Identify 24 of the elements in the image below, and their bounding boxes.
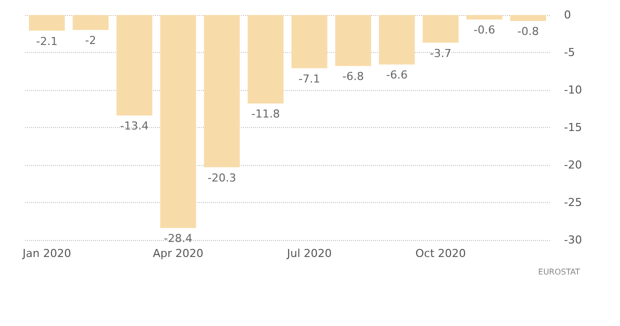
y-tick-label: -10 bbox=[564, 84, 582, 96]
y-tick-label: -5 bbox=[564, 46, 575, 59]
y-tick-label: 0 bbox=[564, 8, 571, 22]
data-label: -7.1 bbox=[298, 72, 320, 86]
x-tick-label: Jan 2020 bbox=[22, 247, 72, 260]
x-tick-label: Oct 2020 bbox=[415, 247, 466, 260]
data-label: -11.8 bbox=[251, 108, 280, 120]
data-label: -28.4 bbox=[164, 232, 192, 245]
x-tick-label: Jul 2020 bbox=[286, 247, 332, 260]
y-tick-label: -25 bbox=[564, 196, 582, 209]
data-label: -6.8 bbox=[342, 70, 364, 83]
data-label: -2.1 bbox=[36, 34, 58, 48]
data-label: -13.4 bbox=[120, 120, 149, 132]
y-tick-label: -20 bbox=[564, 158, 582, 172]
data-label: -2 bbox=[85, 34, 96, 47]
data-label: -20.3 bbox=[208, 171, 236, 184]
data-label: -0.8 bbox=[517, 25, 539, 38]
x-tick-label: Apr 2020 bbox=[152, 247, 204, 260]
data-label: -0.6 bbox=[474, 24, 496, 36]
data-label: -6.6 bbox=[386, 68, 408, 82]
text: EUROSTAT bbox=[538, 268, 580, 276]
data-label: -3.7 bbox=[430, 46, 452, 60]
y-tick-label: -30 bbox=[564, 234, 582, 246]
y-tick-label: -15 bbox=[564, 121, 582, 134]
